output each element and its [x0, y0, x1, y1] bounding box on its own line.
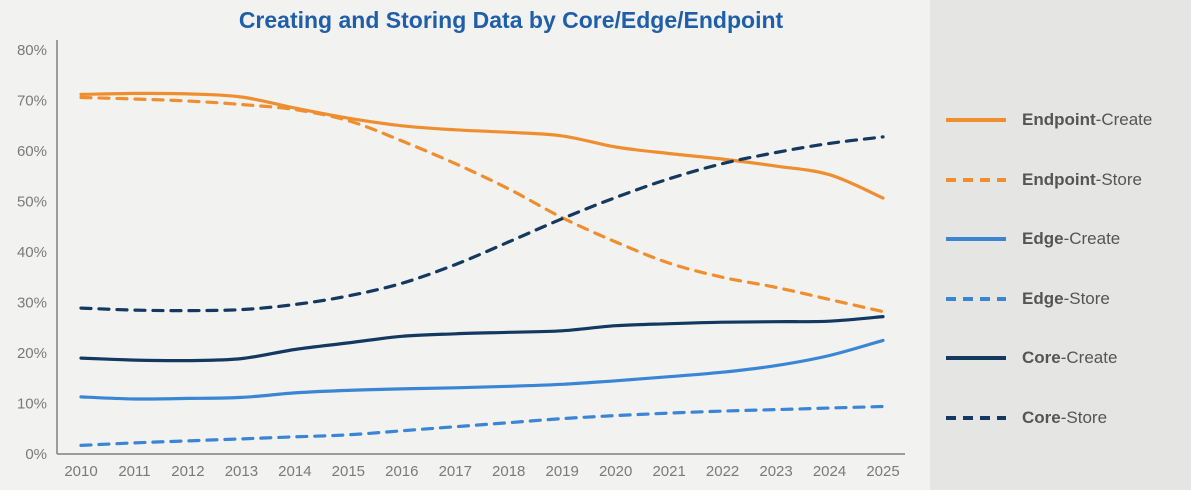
x-tick-label: 2021	[652, 463, 685, 480]
series-line-endpoint-create	[79, 91, 885, 200]
x-tick-label: 2025	[866, 463, 899, 480]
series-line-edge-store	[79, 404, 885, 447]
legend-item-edge-store: Edge-Store	[946, 287, 1110, 311]
legend-item-endpoint-create: Endpoint-Create	[946, 108, 1152, 132]
axes: 0% 10% 20% 30% 40% 50% 60% 70% 80% 2010 2011 2012 20…	[17, 40, 905, 480]
series-line-core-store	[79, 135, 885, 313]
x-tick-label: 2017	[439, 463, 472, 480]
x-tick-label: 2016	[385, 463, 418, 480]
x-tick-label: 2019	[546, 463, 579, 480]
legend-item-endpoint-store: Endpoint-Store	[946, 168, 1142, 192]
chart-title: Creating and Storing Data by Core/Edge/E…	[238, 7, 784, 33]
legend-label-rest: -Store	[1063, 288, 1110, 308]
x-tick-label: 2022	[706, 463, 739, 480]
legend-item-core-store: Core-Store	[946, 406, 1107, 430]
y-tick-label: 80%	[17, 42, 47, 59]
series-line-endpoint-store	[79, 95, 885, 314]
legend-swatch	[946, 356, 1006, 360]
series-lines	[79, 91, 885, 447]
legend-item-edge-create: Edge-Create	[946, 227, 1120, 251]
legend-label: Core-Store	[1022, 408, 1107, 428]
legend-label-rest: -Create	[1095, 110, 1153, 129]
legend-label: Edge-Store	[1022, 289, 1110, 309]
legend-label: Edge-Create	[1022, 229, 1120, 249]
y-tick-label: 20%	[17, 345, 47, 362]
legend-label-rest: -Create	[1060, 348, 1118, 367]
legend-label: Endpoint-Store	[1022, 170, 1142, 190]
legend-swatch	[946, 118, 1006, 122]
legend-swatch	[946, 237, 1006, 241]
legend-label-rest: -Create	[1063, 229, 1121, 248]
legend-label-rest: -Store	[1060, 407, 1108, 427]
series-line-edge-create	[79, 338, 885, 401]
x-tick-label: 2018	[492, 463, 525, 480]
x-tick-label: 2011	[118, 463, 150, 480]
y-tick-label: 10%	[17, 396, 47, 413]
y-tick-label: 30%	[17, 295, 47, 312]
x-tick-label: 2023	[759, 463, 792, 480]
legend-swatch	[946, 415, 1006, 420]
x-tick-label: 2015	[332, 463, 365, 480]
series-line-core-create	[79, 315, 885, 363]
legend-swatch	[946, 177, 1006, 182]
y-tick-label: 40%	[17, 244, 47, 261]
legend-label-rest: -Store	[1095, 169, 1142, 189]
legend-label-bold: Edge	[1022, 288, 1064, 308]
plot-panel	[0, 0, 930, 490]
y-tick-label: 0%	[25, 446, 47, 463]
x-tick-label: 2012	[171, 463, 204, 480]
legend-item-core-create: Core-Create	[946, 346, 1117, 370]
x-tick-label: 2014	[278, 463, 311, 480]
x-tick-label: 2010	[64, 463, 97, 480]
y-tick-label: 50%	[17, 194, 47, 211]
y-tick-label: 70%	[17, 93, 47, 110]
chart-plot: 0% 10% 20% 30% 40% 50% 60% 70% 80% 2010 2011 2012 20…	[17, 40, 905, 480]
x-tick-label: 2013	[225, 463, 258, 480]
legend-label-bold: Endpoint	[1022, 110, 1096, 129]
y-tick-label: 60%	[17, 143, 47, 160]
x-tick-label: 2024	[813, 463, 846, 480]
legend-label-bold: Endpoint	[1022, 169, 1096, 189]
legend-label: Core-Create	[1022, 348, 1117, 368]
legend-swatch	[946, 296, 1006, 301]
legend-label: Endpoint-Create	[1022, 110, 1152, 130]
legend-panel	[930, 0, 1191, 490]
legend-label-bold: Core	[1022, 348, 1061, 367]
legend-label-bold: Core	[1022, 407, 1061, 427]
x-tick-label: 2020	[599, 463, 632, 480]
legend-label-bold: Edge	[1022, 229, 1064, 248]
